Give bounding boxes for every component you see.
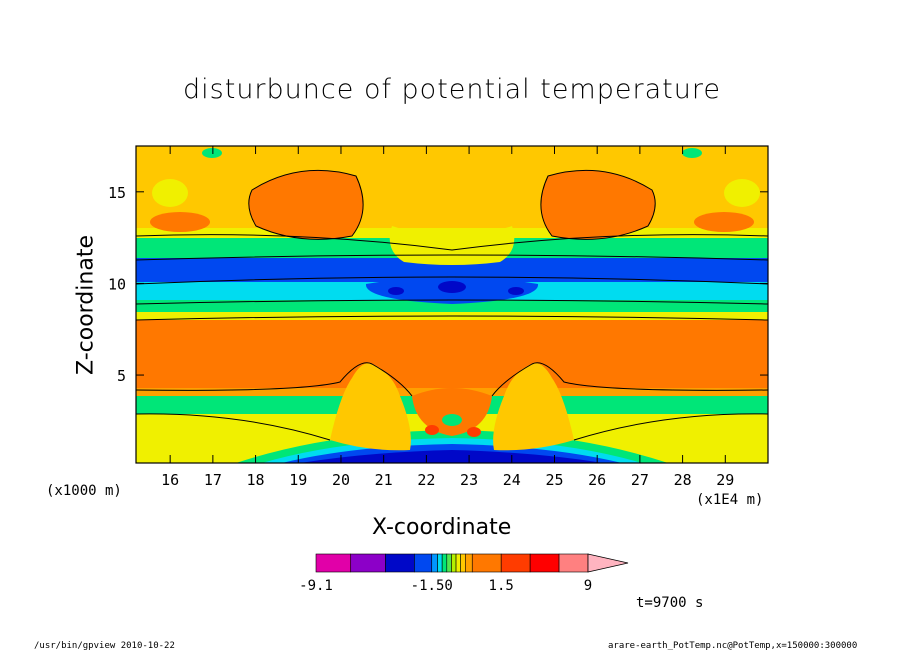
contour-line xyxy=(136,234,768,251)
x-tick-label: 24 xyxy=(503,471,521,489)
contour-line xyxy=(136,254,768,261)
colorbar-bin xyxy=(558,553,589,573)
x-unit-label: (x1000 m) xyxy=(46,483,122,499)
footer-left: /usr/bin/gpview 2010-10-22 xyxy=(34,641,175,651)
blob-upper-right xyxy=(540,170,656,240)
colorbar-bin xyxy=(385,553,415,573)
tower-right xyxy=(493,363,574,451)
footer-right: arare-earth_PotTemp.nc@PotTemp,x=150000:… xyxy=(608,641,858,651)
layer-top-orange xyxy=(136,146,768,236)
x-tick-label: 19 xyxy=(289,471,307,489)
colorbar-bin xyxy=(460,553,466,573)
layer-yellow-mid xyxy=(136,312,768,322)
contour-field xyxy=(136,146,768,463)
colorbar-bin xyxy=(446,553,452,573)
central-tongue xyxy=(389,226,515,265)
colorbar-bin xyxy=(529,553,560,573)
x-tick-unit-label: (x1E4 m) xyxy=(696,492,764,508)
contour-line xyxy=(573,413,768,441)
x-tick-label: 18 xyxy=(247,471,265,489)
plot-frame xyxy=(135,145,769,464)
chart-title: disturbunce of potential temperature xyxy=(183,74,721,105)
contour-line xyxy=(136,276,768,285)
colorbar-bin xyxy=(315,553,352,573)
colorbar-tick-label: -1.50 xyxy=(411,578,453,594)
x-tick-label: 29 xyxy=(716,471,734,489)
contour-line xyxy=(540,169,656,240)
x-tick-label: 20 xyxy=(332,471,350,489)
time-label: t=9700 s xyxy=(636,595,704,611)
x-tick-label: 26 xyxy=(588,471,606,489)
x-tick-label: 27 xyxy=(631,471,649,489)
colorbar-bin xyxy=(500,553,531,573)
y-tick-label: 15 xyxy=(108,184,126,202)
colorbar-bin xyxy=(350,553,386,573)
spot-green-right xyxy=(682,148,702,158)
x-tick-label: 17 xyxy=(204,471,222,489)
central-dark-core-left xyxy=(388,287,404,295)
y-tick-label: 10 xyxy=(108,275,126,293)
x-tick-label: 16 xyxy=(161,471,179,489)
colorbar-bin xyxy=(471,553,502,573)
colorbar-bin xyxy=(437,553,443,573)
spot-yellow-left xyxy=(152,179,188,207)
colorbar-bin xyxy=(465,553,473,573)
x-tick-label: 23 xyxy=(460,471,478,489)
contour-line xyxy=(491,362,768,397)
blob-upper-left xyxy=(248,170,364,240)
colorbar-bin xyxy=(455,553,461,573)
colorbar-bin xyxy=(414,553,433,573)
x-tick-label: 21 xyxy=(375,471,393,489)
colorbar: -9.1 -1.50 1.5 9 xyxy=(299,553,629,594)
tower-left xyxy=(330,363,411,451)
spot-green-left xyxy=(202,148,222,158)
colorbar-extend-arrow xyxy=(587,553,629,573)
blob-small-left xyxy=(150,212,210,232)
cold-pool-darkblue xyxy=(300,450,604,463)
colorbar-tick-label: -9.1 xyxy=(299,578,333,594)
center-orange xyxy=(412,388,492,436)
y-axis-label: Z-coordinate xyxy=(73,235,99,375)
center-cell-green xyxy=(442,414,462,426)
cell-left xyxy=(425,425,439,435)
contour-line xyxy=(136,413,331,441)
contour-line xyxy=(248,169,364,240)
y-tick-label: 5 xyxy=(117,367,126,385)
colorbar-bin xyxy=(451,553,457,573)
colorbar-bin xyxy=(431,553,438,573)
colorbar-tick-label: 9 xyxy=(584,578,592,594)
contour-line xyxy=(136,299,768,305)
x-tick-label: 28 xyxy=(674,471,692,489)
x-tick-label: 22 xyxy=(417,471,435,489)
y-axis: 5 10 15 xyxy=(108,184,768,385)
cell-right xyxy=(467,427,481,437)
x-axis: 16 17 18 19 20 21 22 23 24 25 26 27 28 29 xyxy=(161,146,734,489)
x-axis-label: X-coordinate xyxy=(372,515,512,540)
central-dark-core-right xyxy=(508,287,524,295)
layer-orange-mid xyxy=(136,320,768,392)
blob-small-right xyxy=(694,212,754,232)
colorbar-tick-label: 1.5 xyxy=(489,578,514,594)
x-tick-label: 25 xyxy=(545,471,563,489)
central-dark-core xyxy=(438,281,466,293)
contour-line xyxy=(136,362,413,397)
colorbar-bin xyxy=(441,553,448,573)
spot-yellow-right xyxy=(724,179,760,207)
contour-line xyxy=(136,315,768,321)
